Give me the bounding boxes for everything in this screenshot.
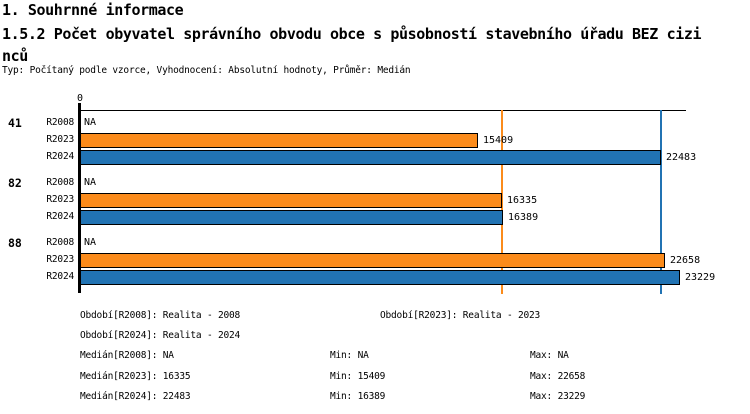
bar-value-41-r2023: 15409 bbox=[483, 134, 514, 146]
chart-title-line1: 1.5.2 Počet obyvatel správního obvodu ob… bbox=[2, 25, 702, 43]
group-label-88: 88 bbox=[8, 236, 22, 250]
legend-median-r2024: Medián[R2024]: 22483 bbox=[80, 391, 191, 402]
legend-max-r2008: Max: NA bbox=[530, 350, 569, 361]
bar-82-r2023 bbox=[80, 193, 502, 208]
legend-max-r2024: Max: 23229 bbox=[530, 391, 586, 402]
row-label-41-r2024: R2024 bbox=[46, 151, 74, 162]
bar-value-88-r2024: 23229 bbox=[685, 271, 716, 283]
legend-min-r2024: Min: 16389 bbox=[330, 391, 386, 402]
group-label-82: 82 bbox=[8, 176, 22, 190]
bar-row: 16389 bbox=[80, 210, 538, 225]
bar-41-r2024 bbox=[80, 150, 661, 165]
bar-value-41-r2024: 22483 bbox=[666, 151, 697, 163]
bar-88-r2024 bbox=[80, 270, 680, 285]
bar-row: 22483 bbox=[80, 150, 696, 165]
chart-title: 1.5.2 Počet obyvatel správního obvodu ob… bbox=[2, 23, 748, 67]
chart-top-border bbox=[80, 110, 686, 111]
legend-max-r2023: Max: 22658 bbox=[530, 371, 586, 382]
median-line-r2023 bbox=[501, 110, 503, 294]
bar-row: 16335 bbox=[80, 193, 537, 208]
bar-row: 15409 bbox=[80, 133, 513, 148]
median-line-r2024 bbox=[660, 110, 662, 294]
bar-value-82-r2008: NA bbox=[84, 177, 97, 188]
bar-value-82-r2023: 16335 bbox=[507, 194, 538, 206]
row-label-82-r2023: R2023 bbox=[46, 194, 74, 205]
row-label-88-r2008: R2008 bbox=[46, 237, 74, 248]
row-label-41-r2023: R2023 bbox=[46, 134, 74, 145]
section-title: 1. Souhrnné informace bbox=[2, 1, 184, 19]
bar-value-41-r2008: NA bbox=[84, 117, 97, 128]
chart-title-line2: nců bbox=[2, 47, 28, 65]
row-label-88-r2024: R2024 bbox=[46, 271, 74, 282]
bar-value-82-r2024: 16389 bbox=[508, 211, 539, 223]
legend-min-r2008: Min: NA bbox=[330, 350, 369, 361]
legend-obdobi-r2008: Období[R2008]: Realita - 2008 bbox=[80, 310, 241, 321]
y-axis-line bbox=[78, 103, 81, 293]
bar-82-r2024 bbox=[80, 210, 503, 225]
legend-min-r2023: Min: 15409 bbox=[330, 371, 386, 382]
bar-value-88-r2023: 22658 bbox=[670, 254, 701, 266]
row-label-82-r2008: R2008 bbox=[46, 177, 74, 188]
legend-median-r2008: Medián[R2008]: NA bbox=[80, 350, 174, 361]
bar-row: 22658 bbox=[80, 253, 700, 268]
axis-zero-tick-label: 0 bbox=[76, 93, 84, 104]
bar-value-88-r2008: NA bbox=[84, 237, 97, 248]
row-label-88-r2023: R2023 bbox=[46, 254, 74, 265]
legend-obdobi-r2023: Období[R2023]: Realita - 2023 bbox=[380, 310, 541, 321]
row-label-41-r2008: R2008 bbox=[46, 117, 74, 128]
bar-row: 23229 bbox=[80, 270, 715, 285]
group-label-41: 41 bbox=[8, 116, 22, 130]
chart-subtitle: Typ: Počítaný podle vzorce, Vyhodnocení:… bbox=[2, 65, 411, 76]
bar-41-r2023 bbox=[80, 133, 478, 148]
bar-88-r2023 bbox=[80, 253, 665, 268]
legend-obdobi-r2024: Období[R2024]: Realita - 2024 bbox=[80, 330, 241, 341]
legend-median-r2023: Medián[R2023]: 16335 bbox=[80, 371, 191, 382]
row-label-82-r2024: R2024 bbox=[46, 211, 74, 222]
